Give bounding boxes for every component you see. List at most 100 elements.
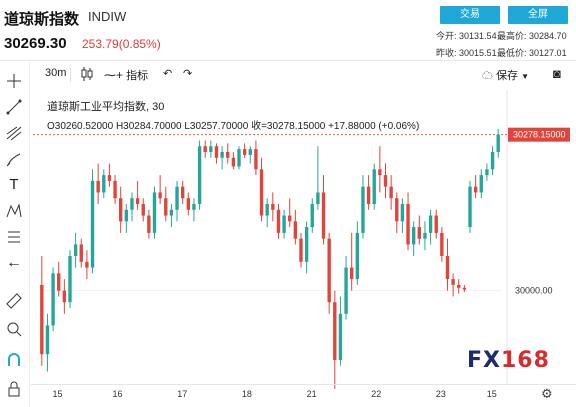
candle-body	[135, 198, 140, 204]
candle-body	[259, 169, 264, 216]
candle-body	[423, 232, 427, 239]
candle-body	[169, 209, 174, 216]
camera-icon[interactable]: ◙	[553, 66, 561, 81]
interval-selector[interactable]: 30m	[45, 67, 67, 79]
candle-body	[276, 209, 281, 233]
candle-body	[327, 238, 331, 303]
pattern-icon[interactable]	[5, 202, 23, 220]
candle-body	[124, 209, 129, 222]
candle-body	[73, 244, 78, 256]
x-tick-label: 22	[371, 389, 381, 399]
candle-body	[197, 146, 202, 204]
brush-icon[interactable]	[5, 150, 23, 168]
gear-icon[interactable]: ⚙	[541, 387, 553, 402]
x-tick-label: 16	[113, 389, 123, 399]
candle-body	[490, 152, 495, 170]
save-label: 保存	[496, 70, 519, 82]
candle-body	[254, 149, 258, 170]
candle-body	[383, 175, 388, 187]
candlestick-chart[interactable]: 30000.00 30278.15000 15 16 17 18 21 22 23 15 ⚙	[31, 90, 576, 407]
toolbar-separator	[70, 68, 71, 82]
cloud-icon: ☁	[482, 70, 493, 82]
candle-body	[119, 198, 123, 222]
back-arrow-icon[interactable]: ←	[6, 254, 22, 271]
ruler-icon[interactable]	[5, 292, 23, 310]
stat-low: 最低价: 30127.01	[497, 48, 567, 58]
candle-body	[333, 302, 337, 360]
candle-body	[113, 180, 117, 199]
x-tick-label: 23	[436, 389, 446, 399]
y-tick-label: 30000.00	[515, 286, 553, 296]
crosshair-icon[interactable]	[5, 72, 23, 90]
candle-body	[180, 186, 185, 199]
candle-body	[186, 198, 190, 210]
chevron-down-icon: ▼	[521, 72, 530, 81]
fullscreen-button[interactable]: 全屏	[508, 6, 568, 24]
candle-type-icon[interactable]	[80, 66, 94, 85]
candle-body	[62, 290, 67, 303]
candle-body	[248, 149, 252, 155]
candle-body	[355, 232, 360, 280]
instrument-symbol: INDIW	[88, 9, 127, 24]
trade-button[interactable]: 交易	[440, 6, 500, 24]
stat-today-open: 今开: 30131.54	[436, 31, 497, 41]
candle-body	[226, 152, 230, 158]
candle-body	[350, 267, 354, 280]
drawing-sidebar: T ←	[0, 62, 30, 407]
candle-body	[406, 204, 410, 245]
x-tick-label: 17	[177, 389, 187, 399]
candle-body	[378, 169, 382, 176]
candle-body	[209, 146, 213, 152]
candle-body	[366, 186, 371, 204]
indicators-label: 指标	[126, 70, 149, 82]
candle-body	[214, 146, 219, 158]
candle-body	[85, 261, 89, 268]
zoom-icon[interactable]	[5, 320, 23, 338]
magnet-icon[interactable]	[5, 352, 23, 370]
last-price: 30269.30	[4, 35, 67, 52]
candle-body	[51, 273, 55, 326]
series-legend-title: 道琼斯工业平均指数, 30	[47, 101, 165, 113]
candle-body	[271, 204, 275, 210]
measure-icon[interactable]	[5, 228, 23, 246]
candle-body	[411, 227, 416, 245]
fib-icon[interactable]	[5, 124, 23, 142]
candle-body	[434, 215, 438, 233]
candle-body	[107, 175, 112, 181]
save-button[interactable]: ☁ 保存 ▼	[482, 67, 529, 83]
x-tick-label: 15	[487, 389, 497, 399]
candle-body	[310, 204, 314, 228]
candle-body	[79, 244, 83, 262]
candle-body	[299, 238, 303, 262]
text-icon[interactable]: T	[9, 176, 19, 193]
redo-icon[interactable]: ↷	[183, 68, 193, 80]
candle-body	[304, 227, 309, 262]
candle-body	[192, 204, 196, 210]
candle-body	[175, 186, 179, 210]
trendline-icon[interactable]	[5, 98, 23, 116]
x-tick-label: 15	[52, 389, 62, 399]
candle-body	[237, 149, 241, 167]
candle-body	[102, 175, 106, 193]
candle-body	[445, 256, 450, 280]
x-tick-label: 18	[242, 389, 252, 399]
candle-body	[220, 152, 224, 158]
candle-body	[479, 175, 483, 193]
undo-icon[interactable]: ↶	[163, 68, 173, 80]
candle-body	[57, 273, 61, 291]
candle-body	[96, 180, 100, 193]
last-price-label: 30278.15000	[513, 130, 566, 140]
candle-body	[321, 192, 326, 239]
candle-body	[90, 180, 95, 268]
candle-body	[417, 227, 421, 239]
lock-icon[interactable]	[5, 380, 23, 398]
chart-toolbar: 30m ⁓+ 指标 ↶ ↷ ☁ 保存 ▼ ◙	[0, 62, 576, 88]
candle-body	[473, 186, 478, 193]
indicators-button[interactable]: ⁓+ 指标	[104, 67, 148, 83]
header-divider	[0, 60, 576, 61]
candle-body	[242, 149, 247, 155]
candle-body	[428, 215, 433, 233]
candle-body	[389, 186, 393, 199]
last-price-tag	[508, 127, 570, 142]
stat-prev-close: 昨收: 30015.51	[436, 48, 497, 58]
